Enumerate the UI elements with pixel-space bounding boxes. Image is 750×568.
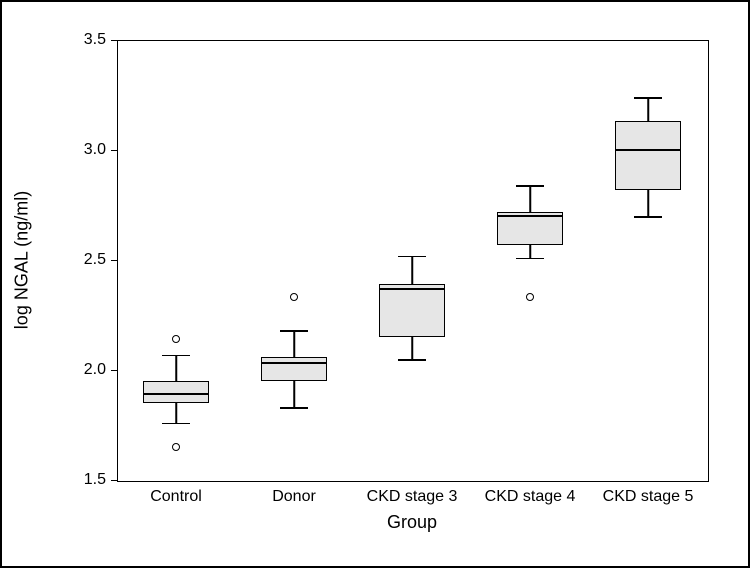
ytick-mark <box>111 260 117 261</box>
outlier-point <box>172 443 180 451</box>
ytick-label: 2.5 <box>56 251 106 269</box>
whisker-lower <box>411 337 413 359</box>
outlier-point <box>172 335 180 343</box>
median-line <box>615 149 681 151</box>
whisker-cap-upper <box>634 97 662 99</box>
outlier-point <box>526 293 534 301</box>
ytick-label: 3.0 <box>56 141 106 159</box>
ytick-label: 3.5 <box>56 31 106 49</box>
ytick-label: 1.5 <box>56 471 106 489</box>
median-line <box>379 288 445 290</box>
ytick-mark <box>111 370 117 371</box>
whisker-upper <box>411 256 413 285</box>
box <box>615 121 681 189</box>
whisker-lower <box>647 190 649 216</box>
whisker-cap-lower <box>634 216 662 218</box>
whisker-cap-upper <box>516 185 544 187</box>
whisker-lower <box>293 381 295 407</box>
whisker-cap-upper <box>280 330 308 332</box>
median-line <box>261 362 327 364</box>
median-line <box>143 393 209 395</box>
whisker-cap-lower <box>516 258 544 260</box>
ytick-mark <box>111 40 117 41</box>
plot-area <box>117 40 709 482</box>
box <box>261 357 327 381</box>
whisker-cap-lower <box>398 359 426 361</box>
ytick-mark <box>111 150 117 151</box>
ytick-mark <box>111 480 117 481</box>
whisker-cap-upper <box>162 355 190 357</box>
whisker-lower <box>529 245 531 258</box>
whisker-upper <box>175 355 177 381</box>
whisker-upper <box>529 185 531 211</box>
whisker-upper <box>647 97 649 121</box>
box <box>143 381 209 403</box>
whisker-cap-upper <box>398 256 426 258</box>
xtick-label: CKD stage 3 <box>367 488 458 506</box>
y-axis-label: log NGAL (ng/ml) <box>12 191 33 329</box>
whisker-upper <box>293 330 295 356</box>
whisker-cap-lower <box>162 423 190 425</box>
xtick-label: CKD stage 5 <box>603 488 694 506</box>
x-axis-label: Group <box>387 512 437 533</box>
box <box>379 284 445 337</box>
outlier-point <box>290 293 298 301</box>
xtick-label: CKD stage 4 <box>485 488 576 506</box>
chart-frame: log NGAL (ng/ml) Group 1.5 2.0 2.5 3.0 3.5 Co… <box>0 0 750 568</box>
whisker-cap-lower <box>280 407 308 409</box>
median-line <box>497 215 563 217</box>
xtick-label: Control <box>150 488 202 506</box>
ytick-label: 2.0 <box>56 361 106 379</box>
whisker-lower <box>175 403 177 423</box>
xtick-label: Donor <box>272 488 316 506</box>
